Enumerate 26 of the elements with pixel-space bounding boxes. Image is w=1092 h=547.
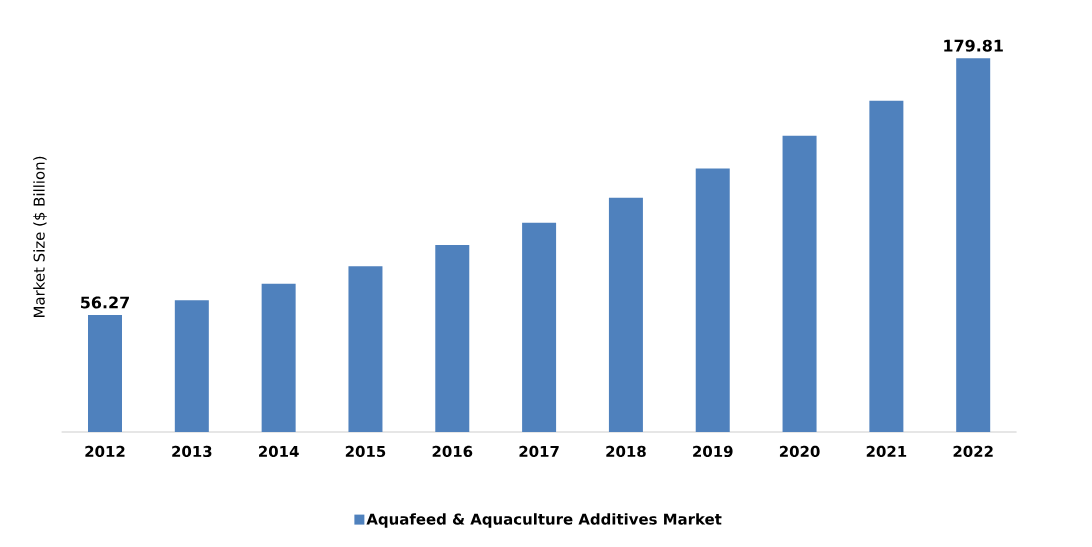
x-tick-label: 2021 [866, 445, 907, 458]
bar [608, 197, 643, 432]
bar [522, 222, 557, 432]
bar [261, 283, 296, 432]
bar [782, 135, 817, 432]
data-label: 56.27 [81, 296, 129, 309]
bar [956, 58, 991, 432]
x-tick-label: 2018 [606, 445, 646, 458]
legend-label: Aquafeed & Aquaculture Additives Market [366, 513, 722, 528]
bar [348, 266, 383, 432]
x-tick-label: 2012 [85, 445, 125, 458]
data-label: 179.81 [944, 39, 1003, 52]
x-tick-label: 2014 [259, 445, 299, 458]
x-tick-label: 2022 [953, 445, 993, 458]
y-axis-title: Market Size ($ Billion) [33, 156, 47, 317]
bar [869, 100, 904, 432]
x-tick-label: 2013 [172, 445, 212, 458]
x-tick-label: 2016 [432, 445, 473, 458]
x-tick-label: 2020 [779, 445, 820, 458]
x-tick-label: 2019 [693, 445, 733, 458]
bar [88, 315, 122, 432]
x-tick-label: 2015 [345, 445, 386, 458]
bar [174, 300, 209, 432]
bar [435, 245, 470, 432]
x-tick-label: 2017 [519, 445, 559, 458]
bar [695, 168, 730, 432]
